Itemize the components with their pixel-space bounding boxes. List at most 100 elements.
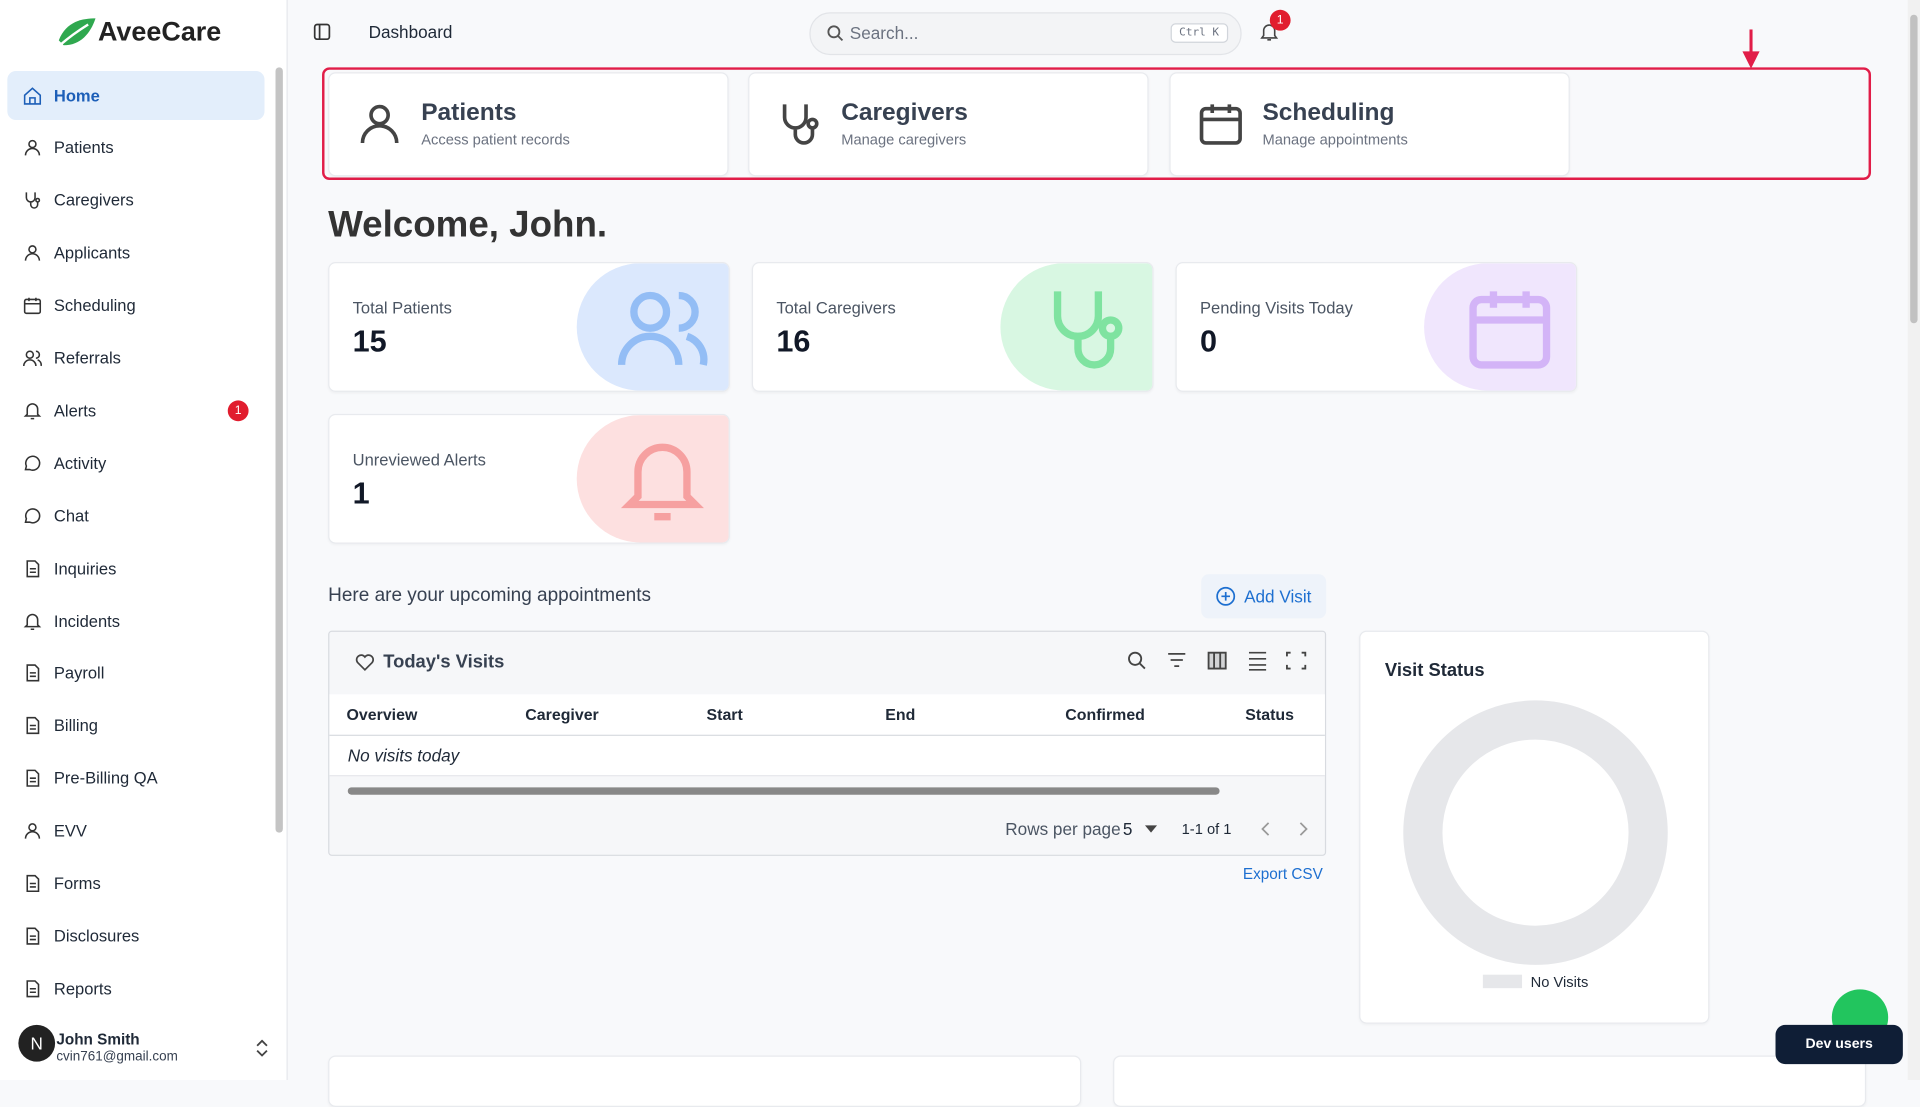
stat-value: 1: [352, 476, 370, 511]
nav-label: Inquiries: [53, 559, 117, 578]
stat-label: Pending Visits Today: [1200, 298, 1353, 318]
stat-card: Pending Visits Today 0: [1175, 262, 1578, 392]
icon: [1053, 291, 1123, 369]
icon: [24, 507, 41, 524]
stat-label: Total Caregivers: [776, 298, 896, 318]
icon: [23, 613, 42, 630]
nav-label: Payroll: [53, 664, 105, 683]
icon: [25, 192, 41, 210]
rows-dropdown[interactable]: [1144, 825, 1158, 833]
quick-link-card[interactable]: Caregivers Manage caregivers: [748, 72, 1149, 177]
stat-blob: [1424, 263, 1576, 391]
sidebar-scrollbar: [275, 67, 283, 833]
sidebar-toggle[interactable]: [313, 23, 331, 41]
notification-badge: 1: [1269, 9, 1291, 31]
nav-item[interactable]: Inquiries: [7, 544, 264, 593]
bottom-card: [1113, 1055, 1867, 1107]
export-csv[interactable]: Export CSV: [1242, 865, 1323, 883]
nav-item[interactable]: Applicants: [7, 229, 264, 278]
icon: [26, 664, 40, 682]
search-box[interactable]: Search... Ctrl K: [809, 12, 1242, 56]
nav-item[interactable]: Scheduling: [7, 281, 264, 330]
nav-item[interactable]: Caregivers: [7, 176, 264, 225]
quick-link-subtitle: Access patient records: [421, 131, 570, 149]
nav-item[interactable]: Payroll: [7, 649, 264, 698]
nav-item[interactable]: Referrals: [7, 334, 264, 383]
icon: [26, 979, 40, 998]
quick-link-card[interactable]: Scheduling Manage appointments: [1169, 72, 1570, 177]
icon: [26, 874, 40, 893]
icon: [26, 769, 40, 787]
column-header: Overview: [346, 705, 418, 724]
sidebar: AveeCare Home Patients Caregivers Applicant…: [0, 0, 288, 1081]
nav-item[interactable]: Incidents: [7, 596, 264, 645]
rows-per-page-label: Rows per page: [1005, 819, 1121, 839]
search-placeholder: Search...: [849, 23, 919, 43]
nav-label: Activity: [53, 454, 107, 473]
quick-link-title: Scheduling: [1262, 99, 1395, 127]
page-scroll-thumb: [1910, 14, 1918, 324]
add-visit-button[interactable]: Add Visit: [1201, 574, 1327, 619]
appointments-heading: Here are your upcoming appointments: [328, 585, 652, 607]
stat-value: 0: [1200, 324, 1218, 359]
nav-label: Pre-Billing QA: [53, 769, 158, 788]
icon: [24, 823, 41, 839]
welcome: Welcome, John.: [328, 204, 608, 245]
rows-per-page[interactable]: 5: [1122, 819, 1133, 839]
nav-label: Alerts: [53, 401, 97, 420]
search-shortcut: Ctrl K: [1170, 23, 1228, 43]
nav-label: Disclosures: [53, 926, 140, 946]
nav-item[interactable]: Billing: [7, 701, 264, 750]
stat-blob: [576, 415, 729, 543]
nav-label: Home: [53, 86, 100, 105]
nav-item[interactable]: Patients: [7, 124, 264, 173]
table-rule: [329, 775, 1325, 777]
annotation-highlight: [322, 67, 1872, 181]
stat-card: Total Caregivers 16: [751, 262, 1154, 392]
nav-item[interactable]: Pre-Billing QA: [7, 754, 264, 803]
nav-item[interactable]: Activity: [7, 439, 264, 488]
icon: [782, 104, 819, 145]
table-title: Today's Visits: [383, 651, 505, 673]
quick-link-card[interactable]: Patients Access patient records: [328, 72, 729, 177]
icon: [620, 443, 704, 521]
legend-label: No Visits: [1530, 973, 1589, 991]
icon: [360, 104, 399, 144]
bottom-card: [328, 1055, 1082, 1107]
icon: [26, 559, 40, 577]
nav-label: EVV: [53, 821, 87, 841]
visits-table: Today's Visits No visits today Rows per …: [328, 630, 1327, 856]
nav-item[interactable]: Forms: [7, 859, 264, 908]
stat-label: Unreviewed Alerts: [352, 450, 486, 469]
nav-item[interactable]: Chat: [7, 491, 264, 540]
nav-label: Referrals: [53, 348, 121, 368]
visit-donut: [1403, 700, 1668, 965]
nav-item[interactable]: Home: [7, 71, 265, 121]
avatar[interactable]: N: [18, 1024, 56, 1062]
add-visit-label: Add Visit: [1244, 586, 1312, 607]
nav-label: Incidents: [53, 611, 121, 631]
quick-link-subtitle: Manage appointments: [1262, 131, 1408, 149]
user-menu-toggle[interactable]: [255, 1039, 270, 1057]
icon: [617, 291, 708, 366]
search-icon: [827, 25, 844, 42]
nav-item[interactable]: EVV: [7, 806, 264, 855]
icon: [24, 140, 41, 156]
nav-item[interactable]: Reports: [7, 964, 264, 1013]
legend-swatch: [1482, 974, 1523, 989]
nav-item[interactable]: Alerts 1: [7, 386, 264, 435]
icon: [23, 403, 42, 420]
icon: [24, 455, 41, 471]
nav-label: Forms: [53, 874, 101, 893]
nav-item[interactable]: Disclosures: [7, 911, 264, 960]
table-hscrollbar: [347, 787, 1220, 795]
quick-link-title: Patients: [421, 99, 517, 127]
stat-value: 16: [776, 324, 811, 359]
pagination-arrows[interactable]: [1260, 822, 1309, 837]
add-icon: [1216, 586, 1236, 606]
dev-users[interactable]: Dev users: [1775, 1024, 1903, 1065]
column-header: Caregiver: [525, 705, 599, 724]
icon: [26, 717, 40, 735]
